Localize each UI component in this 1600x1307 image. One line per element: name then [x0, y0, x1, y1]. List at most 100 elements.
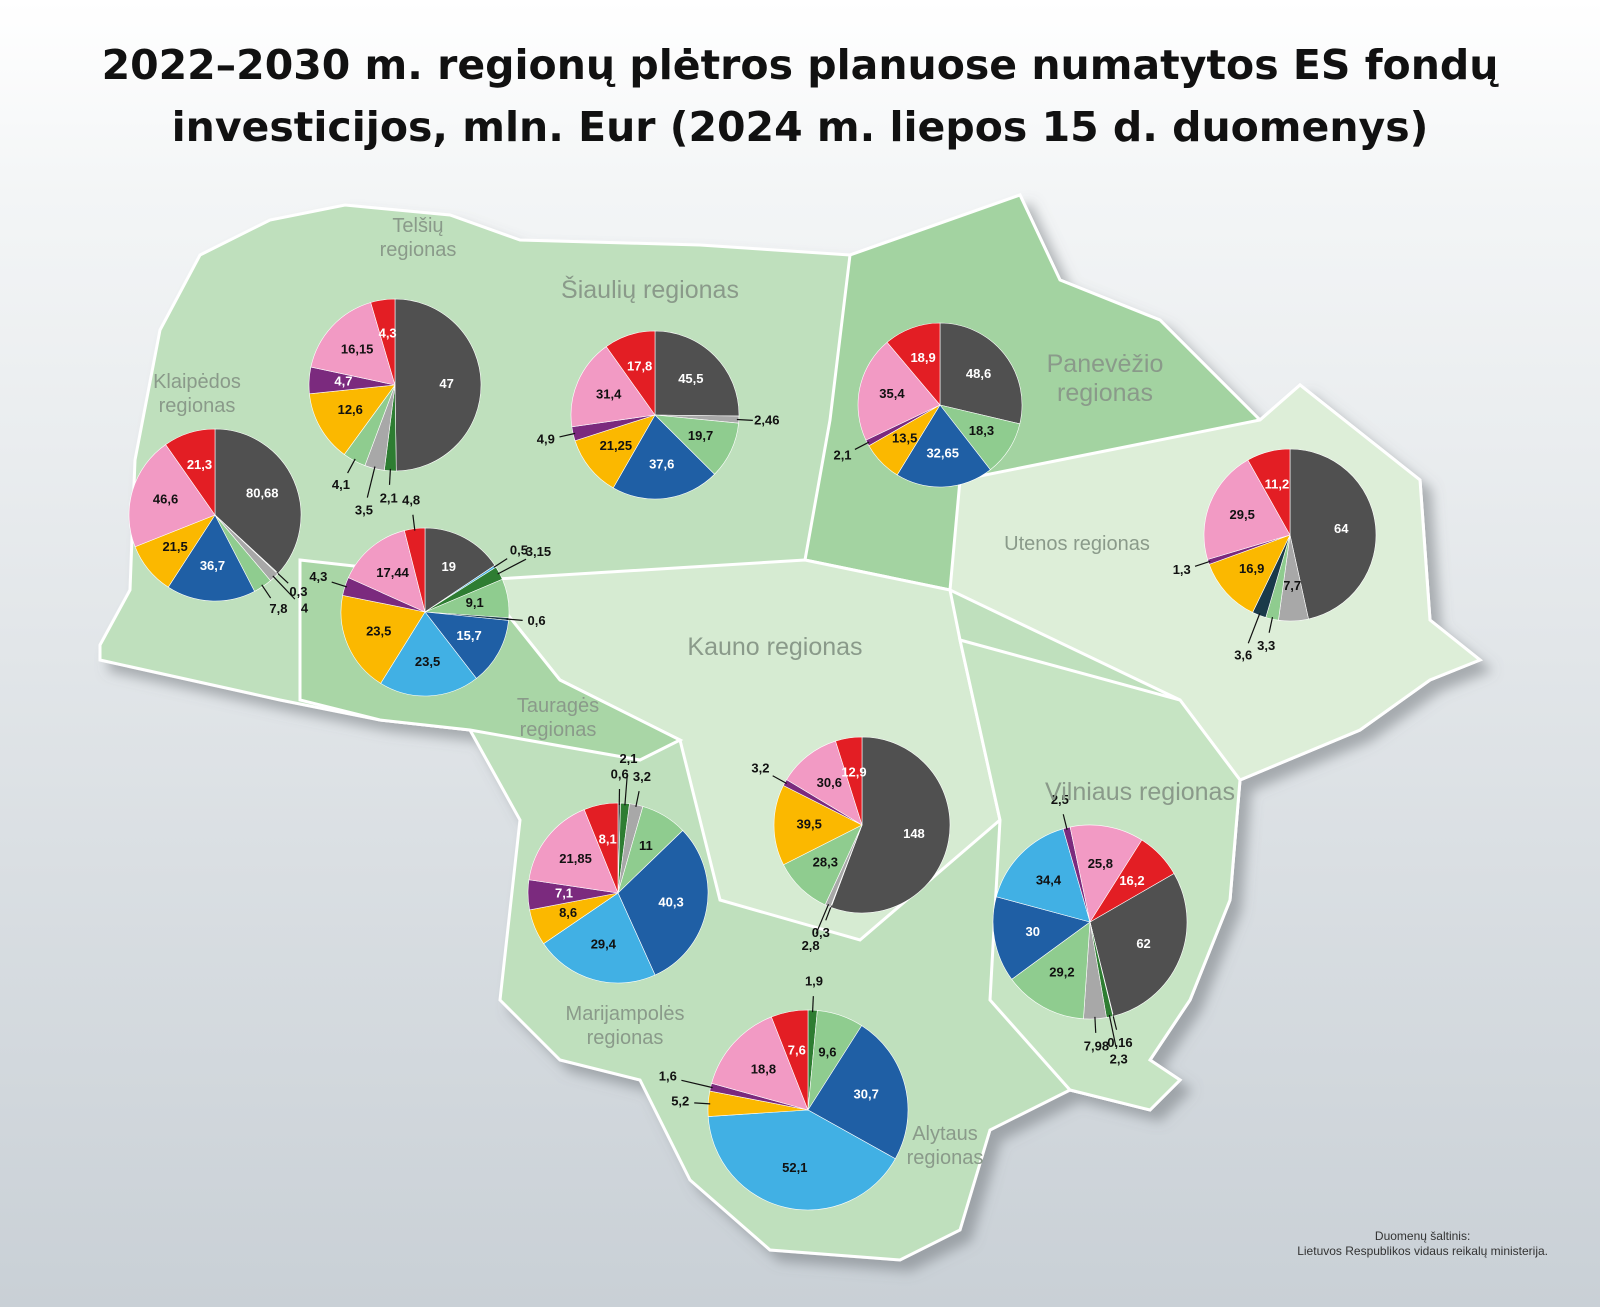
pie-slice	[583, 802, 619, 894]
data-label: 0,3	[289, 584, 307, 599]
data-label: 16,15	[341, 341, 374, 356]
data-label: 4,9	[537, 432, 555, 447]
pie-slice	[1203, 459, 1291, 560]
data-label: 3,3	[1257, 638, 1275, 653]
region-label: Alytaus regionas	[906, 1123, 984, 1169]
data-label: 15,7	[456, 628, 481, 643]
pie-slice	[424, 611, 509, 679]
pie: 0,62,1 3,2 11 40,3 29,4 8,6 7,1 21,85 8,1	[527, 751, 709, 984]
leader-line	[1108, 1014, 1117, 1047]
data-label: 2,3	[1110, 1051, 1128, 1066]
data-label: 5,2	[671, 1093, 689, 1108]
data-label: 12,9	[841, 764, 866, 779]
pie-slice	[394, 298, 482, 472]
leader-line	[1194, 560, 1211, 567]
region-label: Telšių regionas	[379, 215, 457, 261]
leader-line	[506, 618, 523, 621]
data-label: 0,3	[812, 925, 830, 940]
pie-slice	[214, 428, 302, 574]
leader-line	[635, 791, 640, 807]
leader-line	[493, 558, 508, 568]
data-label: 4,1	[332, 477, 350, 492]
region-label: Utenos regionas	[1004, 533, 1150, 555]
pie-slice	[830, 736, 951, 914]
data-label: 2,8	[802, 938, 820, 953]
pie-slice	[886, 322, 941, 406]
data-label: 2,1	[833, 447, 851, 462]
data-label: 47	[439, 376, 453, 391]
data-label: 1,3	[1173, 562, 1191, 577]
leader-line	[772, 775, 787, 785]
data-label: 16,9	[1239, 561, 1264, 576]
leader-line	[1062, 814, 1068, 830]
data-label: 64	[1334, 521, 1349, 536]
pie: 148 0,32,8 28,3 39,5 3,2 30,612,9	[751, 736, 951, 953]
data-label: 3,15	[526, 544, 551, 559]
pie-slice	[605, 330, 656, 416]
data-label: 11,2	[1265, 477, 1290, 492]
data-label: 2,1	[380, 490, 398, 505]
data-label: 3,5	[355, 503, 373, 518]
leader-line	[825, 905, 833, 921]
data-label: 2,46	[754, 413, 779, 428]
data-label: 7,98	[1084, 1038, 1109, 1053]
region-label: Panevėžio regionas	[1046, 350, 1164, 407]
pie-slice	[1208, 534, 1291, 613]
data-label: 4	[301, 601, 309, 616]
leader-line	[694, 1102, 711, 1105]
region-label: Klaipėdos regionas	[153, 371, 241, 417]
pie: 48,6 18,3 32,65 13,5 2,1 35,4 18,9	[833, 322, 1023, 488]
pie-slice	[612, 414, 715, 500]
pie-slice	[835, 736, 863, 826]
data-label: 29,5	[1230, 507, 1255, 522]
data-label: 7,6	[788, 1042, 806, 1057]
pie-slice	[939, 322, 1023, 425]
data-label: 4,3	[309, 569, 327, 584]
leader-line	[1094, 1016, 1097, 1033]
data-label: 19	[442, 559, 456, 574]
pie-slice	[1011, 921, 1091, 1020]
data-label: 34,4	[1036, 873, 1062, 888]
data-label: 2,1	[619, 751, 637, 766]
leader-line	[681, 1079, 713, 1089]
region-label: Tauragės regionas	[516, 695, 600, 741]
data-label: 46,6	[153, 492, 178, 507]
pie-slice	[707, 1109, 896, 1211]
data-label: 52,1	[782, 1160, 807, 1175]
data-label: 29,2	[1049, 964, 1074, 979]
leader-line	[272, 575, 296, 600]
data-label: 0,6	[611, 766, 629, 781]
pie-slice	[165, 428, 216, 516]
pie-slice	[347, 530, 426, 613]
pie-slice	[570, 346, 656, 428]
data-label: 30,6	[817, 775, 842, 790]
source: Duomenų šaltinis: Lietuvos Respublikos v…	[1297, 1229, 1548, 1259]
data-label: 30,7	[854, 1087, 879, 1102]
data-label: 3,2	[633, 769, 651, 784]
pie-slice	[773, 785, 863, 866]
data-label: 3,6	[1234, 648, 1252, 663]
data-label: 19,7	[688, 428, 713, 443]
leader-line	[736, 418, 753, 421]
pie-slice	[654, 330, 740, 417]
pie-slice	[992, 896, 1091, 980]
data-label: 45,5	[678, 371, 703, 386]
region-label: Marijampolės regionas	[565, 1003, 685, 1049]
leader-line	[497, 558, 527, 575]
data-label: 4,8	[402, 492, 420, 507]
data-label: 1,9	[805, 974, 823, 989]
data-label: 30	[1026, 924, 1040, 939]
data-label: 0,16	[1107, 1035, 1132, 1050]
pie-slice	[310, 302, 396, 386]
leader-line	[559, 432, 576, 438]
data-label: 28,3	[813, 854, 838, 869]
data-label: 4,7	[334, 374, 352, 389]
data-label: 18,9	[910, 350, 935, 365]
pie: 80,68 0,3 4 7,8 36,7 21,5 46,6 21,3	[128, 428, 309, 616]
data-label: 37,6	[649, 456, 674, 471]
data-label: 7,8	[269, 601, 287, 616]
data-label: 0,6	[528, 613, 546, 628]
pie-slice	[380, 611, 477, 697]
